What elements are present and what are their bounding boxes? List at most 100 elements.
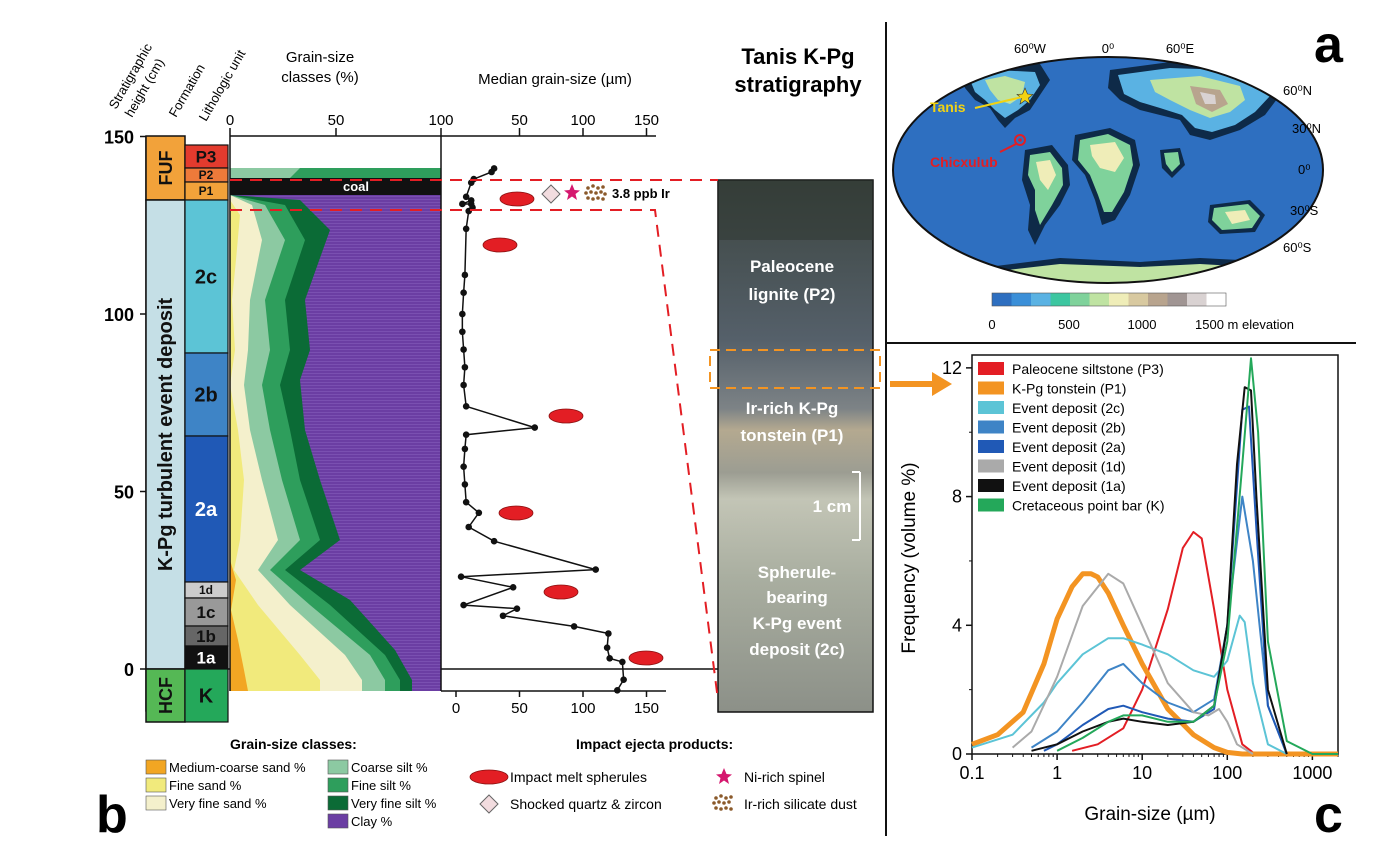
colorbar-swatch [992, 293, 1012, 306]
legend-label: K-Pg tonstein (P1) [1012, 381, 1126, 397]
spherule-marker [548, 408, 584, 424]
series-line [1030, 495, 1288, 755]
median-point [531, 424, 539, 431]
legend-impact-label: Shocked quartz & zircon [510, 796, 662, 812]
median-point [592, 566, 599, 573]
unit-label: P3 [196, 147, 217, 166]
legend-impact-label: Impact melt spherules [510, 769, 647, 785]
panel-letter-a: a [1314, 16, 1344, 74]
median-point [460, 463, 467, 470]
upper-deposit-light [230, 168, 300, 178]
spherule-marker [628, 650, 664, 666]
y-axis-label: Frequency (volume %) [899, 462, 920, 653]
legend-swatch [978, 401, 1004, 414]
lat-label: 60⁰N [1283, 83, 1312, 98]
unit-label: 1a [197, 648, 216, 667]
unit-label: 1c [197, 603, 216, 622]
spherule-marker [482, 237, 518, 253]
median-point [461, 445, 469, 453]
legend-label: Clay % [351, 814, 393, 829]
legend-label: Very fine sand % [169, 796, 267, 811]
colorbar-swatch [1167, 293, 1188, 306]
colorbar-swatch [1206, 293, 1227, 306]
photo-label: lignite (P2) [749, 285, 836, 304]
colorbar-label: 500 [1058, 317, 1080, 332]
colorbar-swatch [1011, 293, 1032, 306]
colorbar-label: 0 [988, 317, 995, 332]
median-tick-label-bottom: 100 [570, 700, 595, 717]
x-tick-label: 10 [1132, 763, 1152, 783]
panel-letter-b: b [96, 786, 128, 844]
median-point [461, 363, 469, 371]
panel-a-map: Tanis Chicxulub 60⁰W 0⁰ 60⁰E 60⁰N 30⁰N 0⁰ 30⁰S… [892, 16, 1344, 332]
formation-label: FUF [156, 151, 176, 186]
median-point [459, 200, 466, 208]
median-point [475, 509, 483, 517]
y-tick-label: 12 [942, 358, 962, 378]
median-point [620, 676, 627, 683]
unit-block [184, 668, 229, 723]
legend-swatch [327, 813, 349, 829]
panel-b: Stratigraphic height (cm) Formation Lith… [96, 40, 881, 844]
colorbar-swatch [1128, 293, 1149, 306]
site-label-tanis: Tanis [930, 99, 966, 115]
photo-label: Paleocene [750, 257, 834, 276]
ejecta-markers: 3.8 ppb Ir [482, 184, 670, 666]
dots-icon [712, 794, 733, 811]
median-point [490, 537, 498, 545]
legend-label: Event deposit (2b) [1012, 420, 1126, 436]
photo-label: bearing [766, 588, 827, 607]
header-unit: Lithologic unit [196, 47, 249, 124]
spherule-marker [498, 505, 534, 521]
legend-label: Fine sand % [169, 778, 242, 793]
legend-label: Medium-coarse sand % [169, 760, 306, 775]
target-icon [1014, 134, 1026, 146]
legend-swatch [327, 777, 349, 793]
height-tick-label: 0 [124, 660, 134, 680]
lat-label: 0⁰ [1298, 162, 1310, 177]
median-point [459, 328, 466, 336]
chart-legend: Paleocene siltstone (P3) K-Pg tonstein (P… [978, 361, 1165, 514]
photo-label: K-Pg event [753, 614, 842, 633]
series-line [971, 571, 1338, 757]
median-point [462, 498, 470, 506]
median-point [460, 601, 467, 609]
legend-label: Event deposit (1d) [1012, 459, 1126, 475]
unit-block [184, 597, 229, 627]
chart-series [971, 357, 1338, 757]
unit-label: 1b [196, 627, 216, 646]
unit-block [184, 199, 229, 354]
median-point [619, 658, 626, 666]
legend-grain-title: Grain-size classes: [230, 736, 357, 752]
tonstein-highlight [709, 349, 881, 389]
colorbar-swatch [1148, 293, 1168, 306]
medium-coarse-sand-area [230, 560, 248, 691]
formation-label: K-Pg turbulent event deposit [155, 297, 177, 571]
connector-lines [230, 179, 719, 701]
legend-impact-title: Impact ejecta products: [576, 736, 733, 752]
lon-label: 60⁰W [1014, 41, 1047, 56]
median-header: Median grain-size (µm) [478, 71, 632, 88]
median-tick-label-bottom: 50 [511, 700, 528, 717]
legend-impact: Impact melt spherules Ni-rich spinel Sho… [469, 768, 857, 814]
star-icon [716, 768, 732, 784]
legend-label: Event deposit (1a) [1012, 478, 1126, 494]
y-tick-label: 4 [952, 615, 962, 635]
legend-swatch [145, 795, 167, 811]
coal-band [230, 178, 441, 195]
unit-label: 2b [194, 385, 217, 407]
median-point [465, 207, 473, 215]
legend-swatch [978, 420, 1004, 434]
formation-label: HCF [156, 677, 176, 714]
panel-letter-c: c [1314, 786, 1343, 844]
legend-label: Coarse silt % [351, 760, 428, 775]
photo-label: Ir-rich K-Pg [746, 399, 839, 418]
median-point [513, 605, 521, 612]
unit-label: 2a [195, 499, 218, 521]
median-point [605, 630, 612, 637]
median-tick-label-top: 50 [511, 112, 528, 129]
colorbar-swatch [1070, 293, 1090, 306]
chart-axes: 0.1 1 10 100 1000 0 4 8 12 [942, 354, 1339, 783]
lon-label: 60⁰E [1166, 41, 1195, 56]
legend-swatch [978, 362, 1004, 375]
